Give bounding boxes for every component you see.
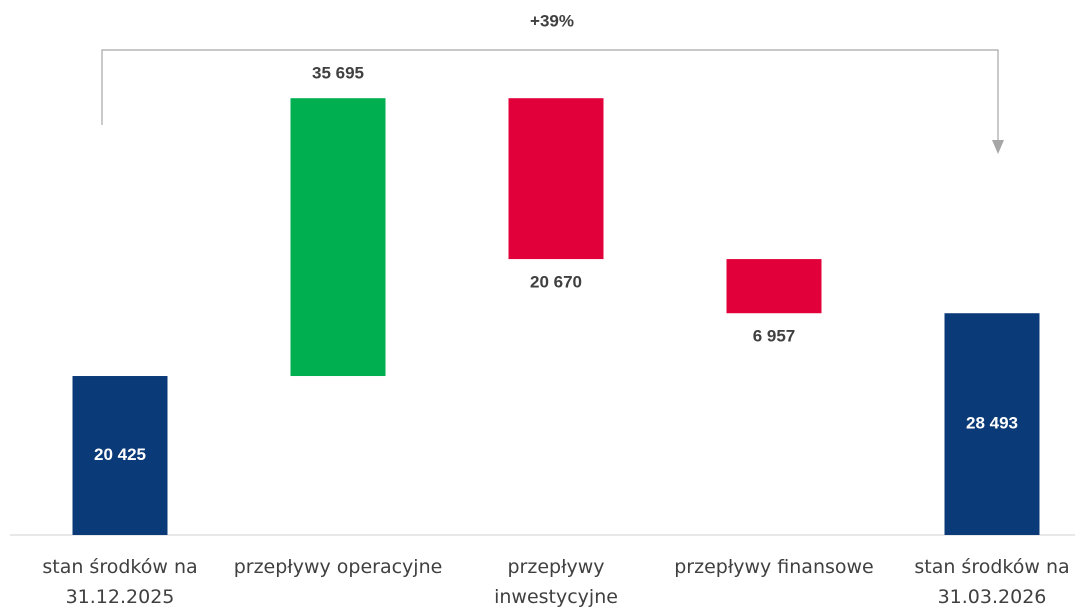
change-annotation: +39% xyxy=(530,11,574,30)
value-label: 20 670 xyxy=(530,273,582,292)
value-label: 28 493 xyxy=(966,414,1018,433)
bar xyxy=(291,98,386,376)
bar xyxy=(727,259,822,313)
value-label: 6 957 xyxy=(753,327,796,346)
x-tick-label: przepływy finansowe xyxy=(667,552,882,582)
value-label: 35 695 xyxy=(312,64,364,83)
bar xyxy=(509,98,604,259)
x-tick-label: stan środków na 31.03.2026 xyxy=(885,552,1083,612)
x-tick-label: przepływy inwestycyjne xyxy=(449,552,664,612)
x-tick-label: stan środków na 31.12.2025 xyxy=(13,552,228,612)
x-tick-label: przepływy operacyjne xyxy=(231,552,446,582)
value-label: 20 425 xyxy=(94,445,146,464)
bracket-arrow xyxy=(992,140,1004,154)
